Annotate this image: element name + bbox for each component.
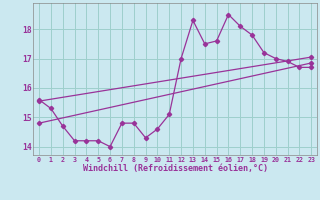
X-axis label: Windchill (Refroidissement éolien,°C): Windchill (Refroidissement éolien,°C)	[83, 164, 268, 173]
